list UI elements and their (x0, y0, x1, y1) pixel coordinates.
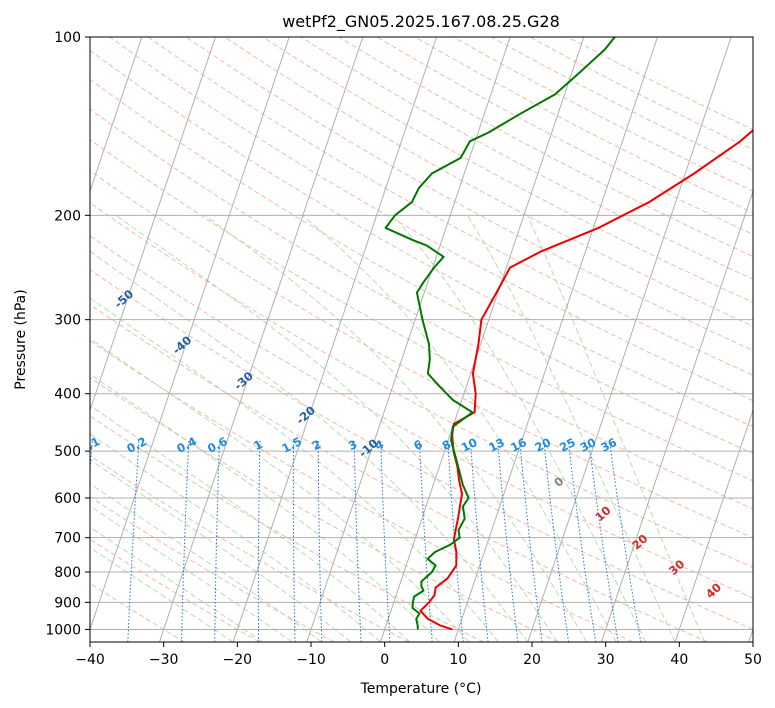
y-tick-label: 800 (54, 565, 81, 581)
moist-adiabat-line (90, 505, 293, 642)
mixing-ratio-line (519, 440, 543, 642)
y-tick-label: 300 (54, 313, 81, 329)
mixing-ratio-line (292, 440, 296, 642)
x-tick-label: 10 (449, 652, 467, 668)
y-tick-label: 400 (54, 387, 81, 403)
plot-area: 0.10.20.40.611.52346810131620253036-100-… (90, 37, 753, 642)
moist-adiabat-line (204, 214, 588, 642)
y-tick-label: 1000 (45, 622, 81, 638)
isotherm-gridline (90, 37, 216, 412)
isotherm-gridlines (90, 37, 753, 642)
mixing-ratio-label: 30 (578, 435, 599, 455)
moist-adiabat-line (90, 404, 411, 642)
x-tick-label: 20 (523, 652, 541, 668)
mixing-ratio-line (257, 440, 261, 642)
isotherm-gridline (90, 37, 290, 632)
isotherm-gridline (158, 37, 364, 642)
y-tick-label: 200 (54, 208, 81, 224)
temperature-profile-line (419, 128, 753, 631)
dry-adiabat-line (90, 49, 753, 428)
moist-adiabat-line (90, 337, 470, 642)
isotherm-gridline (453, 37, 658, 642)
moist-adiabat-line (90, 482, 322, 642)
mixing-ratio-line (543, 440, 570, 642)
y-axis-label: Pressure (hPa) (13, 289, 29, 389)
mixing-ratio-lines (90, 440, 642, 642)
x-axis: −40 −30 −20 −10 0 10 20 30 40 50 (75, 642, 762, 668)
mixing-ratio-line (497, 440, 519, 642)
isotherm-gridline (527, 37, 732, 642)
dry-adiabat-line (90, 455, 409, 642)
dry-adiabat-line (90, 377, 559, 642)
moist-adiabat-line (90, 526, 263, 642)
dry-adiabat-line (90, 303, 708, 642)
isotherm-gridline (90, 37, 143, 193)
y-axis: 100 200 300 400 500 600 700 800 900 1000 (45, 30, 90, 638)
dry-adiabat-line (90, 235, 753, 599)
moist-adiabat-line (90, 546, 234, 642)
dry-adiabat-line (90, 339, 634, 642)
mixing-ratio-label: 13 (486, 435, 507, 455)
plot-frame (89, 36, 754, 643)
mixing-ratio-label: 25 (557, 435, 578, 455)
y-tick-label: 500 (54, 444, 81, 460)
mixing-ratio-line (127, 440, 140, 642)
moist-adiabat-line (392, 214, 647, 642)
mixing-ratio-line (419, 440, 433, 642)
mixing-ratio-line (353, 440, 362, 642)
isotherm-gridline (379, 37, 585, 642)
profile-series (384, 37, 753, 631)
x-tick-label: 0 (380, 652, 389, 668)
mixing-ratio-label: 36 (598, 435, 619, 455)
moist-adiabat-line (90, 297, 499, 642)
y-tick-label: 700 (54, 531, 81, 547)
isobar-gridlines (90, 37, 753, 630)
mixing-ratio-label: 20 (533, 435, 554, 455)
chart-title: wetPf2_GN05.2025.167.08.25.G28 (282, 12, 560, 32)
mixing-ratio-line (609, 440, 642, 642)
y-tick-label: 600 (54, 491, 81, 507)
mixing-ratio-line (567, 440, 597, 642)
x-tick-label: 30 (597, 652, 615, 668)
y-tick-label: 100 (54, 30, 81, 46)
x-tick-label: −40 (75, 652, 105, 668)
isotherm-gridline (674, 408, 753, 642)
moist-adiabat-line (90, 250, 529, 642)
mixing-ratio-label: 16 (508, 435, 529, 455)
dry-adiabat-line (90, 582, 185, 642)
x-tick-label: −20 (223, 652, 253, 668)
mixing-ratio-line (181, 440, 190, 642)
x-axis-label: Temperature (°C) (360, 681, 482, 697)
mixing-ratio-line (470, 440, 489, 642)
dry-adiabat-line (109, 37, 753, 402)
x-tick-label: 40 (670, 652, 688, 668)
isotherm-gridline (600, 189, 753, 642)
mixing-ratio-line (214, 440, 220, 642)
y-tick-label: 900 (54, 595, 81, 611)
mixing-ratio-label: 10 (459, 435, 480, 455)
dry-adiabat-line (90, 269, 753, 630)
mixing-ratio-line (588, 440, 619, 642)
dry-adiabat-line (90, 538, 260, 642)
x-tick-label: 50 (744, 652, 762, 668)
moist-adiabat-line (90, 433, 381, 642)
dewpoint-profile-line (384, 37, 616, 630)
moist-adiabat-line (115, 214, 558, 642)
mixing-ratio-line (317, 440, 323, 642)
moist-adiabat-line (526, 215, 706, 642)
dry-adiabat-line (147, 37, 753, 376)
x-tick-label: −10 (296, 652, 326, 668)
dry-adiabat-line (90, 170, 753, 539)
mixing-ratio-line (380, 440, 391, 642)
moist-adiabats (90, 214, 706, 642)
dry-adiabat-line (90, 415, 484, 642)
x-tick-label: −30 (149, 652, 179, 668)
isotherm-gridline (232, 37, 437, 642)
dry-adiabat-line (90, 78, 753, 454)
